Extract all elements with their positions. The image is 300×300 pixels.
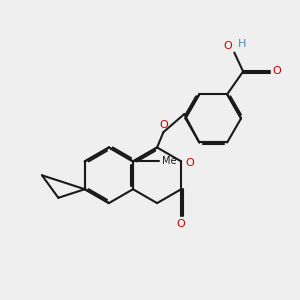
Text: O: O [159, 120, 168, 130]
Text: O: O [273, 67, 281, 76]
Text: O: O [177, 219, 186, 229]
Text: Me: Me [162, 156, 176, 167]
Text: H: H [238, 39, 247, 50]
Text: O: O [185, 158, 194, 168]
Text: O: O [223, 41, 232, 51]
